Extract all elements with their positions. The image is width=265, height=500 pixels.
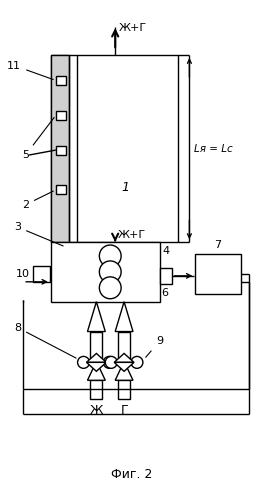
- Circle shape: [99, 261, 121, 283]
- Bar: [51, 55, 69, 242]
- Text: Ж+Г: Ж+Г: [119, 24, 147, 34]
- Circle shape: [78, 356, 90, 368]
- Polygon shape: [115, 302, 133, 332]
- Bar: [33, 266, 50, 282]
- Text: 9: 9: [146, 336, 163, 357]
- Polygon shape: [114, 362, 134, 372]
- Bar: [90, 332, 102, 362]
- Text: Ж+Г: Ж+Г: [118, 230, 146, 240]
- Text: 4: 4: [163, 246, 170, 256]
- Bar: [51, 55, 178, 242]
- Bar: [56, 186, 66, 194]
- Text: 1: 1: [121, 181, 129, 194]
- Polygon shape: [87, 302, 105, 332]
- Text: 7: 7: [215, 240, 222, 250]
- Text: 10: 10: [16, 269, 30, 279]
- Text: 6: 6: [162, 288, 169, 298]
- Polygon shape: [115, 362, 133, 380]
- Text: 8: 8: [14, 322, 76, 358]
- Bar: [195, 254, 241, 294]
- Bar: [56, 111, 66, 120]
- Polygon shape: [86, 362, 106, 372]
- Circle shape: [99, 277, 121, 298]
- Circle shape: [103, 356, 115, 368]
- Text: 5: 5: [22, 118, 54, 160]
- Bar: [56, 146, 66, 154]
- Circle shape: [131, 356, 143, 368]
- Bar: [56, 76, 66, 85]
- Polygon shape: [87, 362, 105, 380]
- Text: Фиг. 2: Фиг. 2: [111, 468, 153, 480]
- Text: 3: 3: [14, 222, 63, 246]
- Bar: [118, 380, 130, 399]
- Bar: [160, 268, 171, 284]
- Text: Г: Г: [120, 404, 128, 417]
- Bar: [90, 380, 102, 399]
- Circle shape: [105, 356, 117, 368]
- Text: Lя = Lс: Lя = Lс: [194, 144, 233, 154]
- Bar: [51, 242, 160, 302]
- Bar: [118, 332, 130, 362]
- Polygon shape: [86, 354, 106, 362]
- Polygon shape: [114, 354, 134, 362]
- Text: 11: 11: [7, 60, 53, 80]
- Text: Ж: Ж: [90, 404, 103, 417]
- Circle shape: [99, 245, 121, 267]
- Text: 2: 2: [22, 191, 53, 210]
